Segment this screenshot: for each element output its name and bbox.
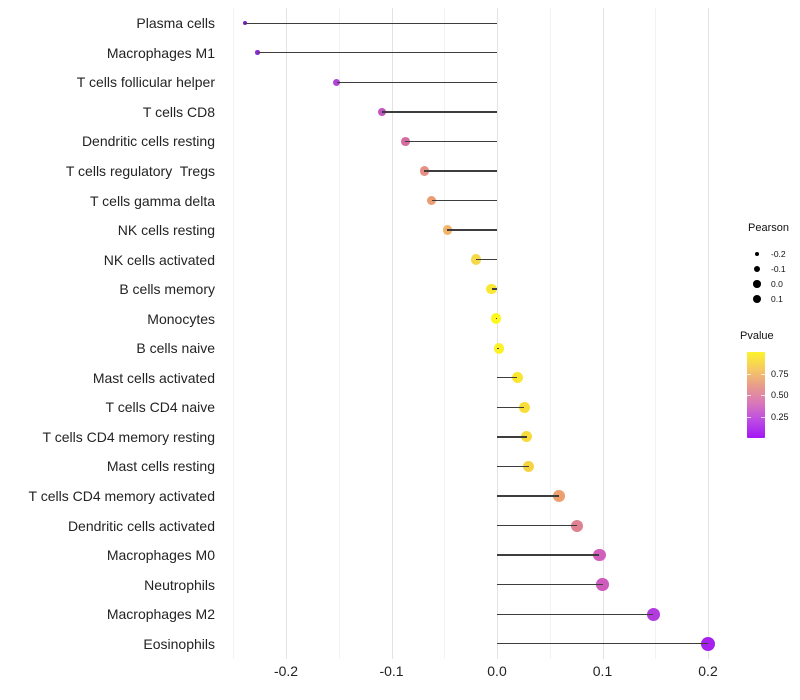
x-axis-tick-label: 0.2 (698, 663, 718, 679)
lollipop-dot (377, 107, 387, 117)
gradient-tick-mark (747, 395, 751, 396)
y-axis-label: Dendritic cells resting (81, 133, 215, 150)
size-legend-title: Pearson (748, 222, 789, 234)
y-axis-label: T cells follicular helper (76, 74, 215, 91)
grid-line-major (602, 8, 604, 659)
lollipop-stem (497, 347, 500, 349)
y-axis-label: NK cells activated (103, 251, 215, 268)
lollipop-stem (497, 583, 603, 586)
lollipop-stem (336, 81, 497, 83)
y-axis-label: Monocytes (147, 310, 215, 327)
lollipop-stem (497, 643, 708, 645)
grid-line-major (286, 8, 287, 659)
grid-line-major (708, 8, 709, 659)
lollipop-dot (470, 254, 482, 265)
lollipop-stem (497, 554, 600, 556)
lollipop-stem (244, 22, 497, 24)
y-axis-label: T cells gamma delta (89, 192, 215, 209)
legend-size-label: 0.0 (771, 279, 783, 289)
grid-line-minor (233, 8, 235, 659)
lollipop-dot (593, 548, 606, 562)
lollipop-stem (497, 406, 525, 409)
gradient-tick-label: 0.75 (771, 368, 789, 379)
lollipop-dot (553, 490, 566, 502)
y-axis-label: Mast cells resting (106, 458, 215, 475)
y-axis-label: Plasma cells (136, 15, 215, 32)
lollipop-stem (497, 465, 529, 468)
y-axis-label: T cells CD4 memory resting (42, 428, 215, 445)
x-axis-tick-label: -0.2 (273, 663, 299, 679)
y-axis-label: Dendritic cells activated (67, 517, 215, 534)
lollipop-stem (475, 258, 497, 261)
legend-size-label: 0.1 (771, 294, 783, 304)
y-axis-label: Macrophages M2 (106, 606, 215, 623)
gradient-tick-mark (761, 373, 765, 375)
y-axis-label: Neutrophils (144, 576, 215, 593)
lollipop-stem (495, 318, 497, 320)
color-legend-title: Pvalue (740, 330, 774, 342)
gradient-tick-mark (761, 416, 765, 418)
gradient-tick-mark (761, 395, 765, 396)
lollipop-stem (405, 140, 497, 143)
y-axis-label: T cells regulatory Tregs (65, 162, 215, 179)
lollipop-dot (646, 607, 660, 621)
color-gradient-bar (747, 352, 765, 438)
lollipop-stem (491, 288, 497, 290)
y-axis-label: NK cells resting (117, 222, 215, 239)
grid-line-major (391, 8, 393, 659)
x-axis-tick-label: 0.1 (592, 663, 613, 679)
lollipop-dot (511, 372, 523, 384)
y-axis-label: B cells naive (136, 340, 215, 357)
lollipop-stem (497, 524, 578, 527)
y-axis-label: T cells CD4 naive (105, 399, 215, 416)
legend-size-label: -0.2 (771, 249, 786, 259)
lollipop-dot (701, 636, 715, 651)
gradient-tick-mark (747, 416, 751, 418)
lollipop-stem (497, 613, 654, 615)
legend-size-dot (754, 251, 760, 257)
grid-line-minor (338, 8, 340, 659)
y-axis-label: T cells CD8 (142, 103, 215, 120)
gradient-tick-label: 0.25 (771, 411, 789, 422)
lollipop-stem (382, 111, 497, 113)
lollipop-stem (497, 377, 518, 379)
lollipop-dot (426, 195, 437, 206)
x-axis-tick-label: -0.1 (379, 663, 404, 679)
gradient-tick-label: 0.50 (771, 390, 789, 400)
y-axis-label: T cells CD4 memory activated (28, 488, 215, 504)
gradient-tick-mark (747, 373, 751, 375)
y-axis-label: B cells memory (119, 281, 215, 298)
lollipop-stem (431, 199, 497, 202)
y-axis-label: Macrophages M0 (106, 547, 215, 564)
lollipop-stem (424, 170, 497, 172)
grid-line-minor (444, 8, 446, 659)
y-axis-label: Mast cells activated (92, 369, 215, 386)
y-axis-label: Macrophages M1 (106, 44, 215, 61)
x-axis-tick-label: 0.0 (487, 663, 507, 679)
lollipop-stem (257, 52, 497, 54)
grid-line-major (497, 8, 498, 659)
y-axis-label: Eosinophils (143, 635, 215, 652)
grid-line-minor (549, 8, 551, 659)
lollipop-dot (490, 313, 502, 325)
legend-size-dot (752, 294, 762, 304)
lollipop-dot (523, 460, 535, 473)
lollipop-dot (242, 21, 247, 26)
legend-size-dot (753, 265, 761, 273)
lollipop-stem (497, 495, 560, 497)
lollipop-stem (447, 229, 497, 231)
lollipop-stem (497, 436, 527, 438)
grid-line-minor (655, 8, 657, 659)
legend-size-label: -0.1 (771, 264, 786, 274)
legend-size-dot (753, 280, 761, 288)
